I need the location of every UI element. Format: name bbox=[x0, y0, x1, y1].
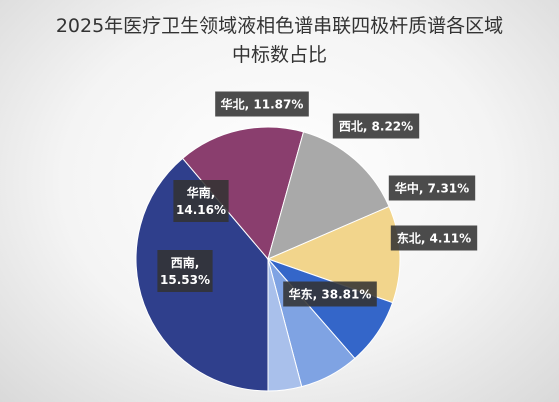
chart-title-line-2: 中标数占比 bbox=[231, 44, 327, 66]
data-label-east: 华东, 38.81% bbox=[283, 281, 377, 307]
pie-slice-south bbox=[267, 131, 390, 260]
data-label-box bbox=[173, 180, 229, 222]
data-label-box bbox=[215, 91, 309, 117]
data-label-south: 华南, 14.16% bbox=[173, 180, 229, 222]
pie-slice-northeast bbox=[267, 258, 303, 392]
data-label-north: 华北, 11.87% bbox=[215, 91, 309, 117]
data-label-box bbox=[283, 281, 377, 307]
data-label-central: 华中, 7.31% bbox=[388, 175, 476, 201]
data-label-box bbox=[388, 175, 476, 201]
data-label-box bbox=[157, 250, 213, 292]
data-label-text: 西南, bbox=[171, 255, 200, 270]
pie-slice-north bbox=[266, 205, 401, 304]
data-label-southwest: 西南, 15.53% bbox=[157, 250, 213, 292]
data-label-northeast: 东北, 4.11% bbox=[390, 225, 478, 251]
pie-slice-southwest bbox=[181, 126, 305, 261]
data-label-text: 西北, 8.22% bbox=[339, 119, 413, 134]
data-label-northwest: 西北, 8.22% bbox=[332, 113, 420, 139]
data-label-text: 华北, 11.87% bbox=[221, 97, 304, 112]
data-label-box bbox=[390, 225, 478, 251]
chart-title-line-1: 2025年医疗卫生领域液相色谱串联四极杆质谱各区域 bbox=[55, 15, 504, 37]
data-label-text: 华南, bbox=[187, 185, 216, 200]
chart-title: 2025年医疗卫生领域液相色谱串联四极杆质谱各区域 中标数占比 bbox=[0, 12, 559, 70]
data-label-text: 15.53% bbox=[160, 273, 210, 287]
data-label-box bbox=[332, 113, 420, 139]
data-label-text: 华中, 7.31% bbox=[395, 181, 469, 196]
data-label-text: 东北, 4.11% bbox=[397, 231, 471, 246]
data-label-text: 14.16% bbox=[176, 203, 226, 217]
pie-labels: 华东, 38.81% 西南, 15.53% 华南, 14.16% 华北, 11.87% 西北… bbox=[157, 91, 478, 307]
data-label-text: 华东, 38.81% bbox=[289, 287, 372, 302]
